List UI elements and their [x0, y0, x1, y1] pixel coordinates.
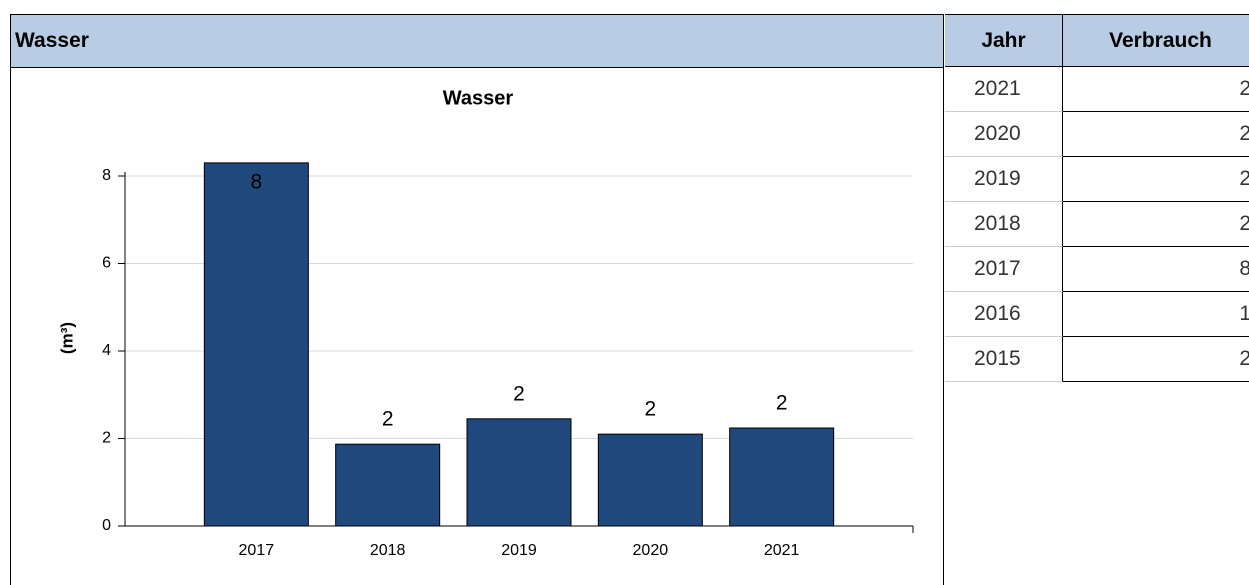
bar — [729, 427, 835, 527]
table: Jahr Verbrauch 2021 2 2020 2 2019 2 2018 2 2017 8 20… — [945, 14, 1249, 382]
column-header: Verbrauch — [1109, 29, 1212, 52]
x-tick-label: 2021 — [764, 542, 800, 559]
table-cell: 1 — [1063, 292, 1249, 337]
table-cell: 2 — [1063, 112, 1249, 157]
table-header: Jahr Verbrauch — [945, 14, 1249, 67]
x-tick-label: 2018 — [370, 542, 406, 559]
bar — [203, 162, 309, 527]
table-row: 2016 1 — [945, 292, 1249, 337]
y-axis-label: (m³) — [57, 322, 76, 354]
y-tick-label: 4 — [102, 342, 111, 359]
table-cell: 2 — [1063, 202, 1249, 247]
table-row: 2020 2 — [945, 112, 1249, 157]
table-cell: 2021 — [945, 67, 1063, 112]
table-cell: 2 — [1063, 67, 1249, 112]
table-cell: 2018 — [945, 202, 1063, 247]
y-tick-label: 6 — [102, 255, 111, 272]
table-row: 2015 2 — [945, 337, 1249, 382]
column-header: Jahr — [945, 15, 1063, 66]
bar — [335, 443, 441, 527]
y-tick-label: 2 — [102, 430, 111, 447]
data-label: 2 — [776, 392, 788, 415]
table-row: 2019 2 — [945, 157, 1249, 202]
y-tick-label: 8 — [102, 167, 111, 184]
data-label: 2 — [644, 398, 656, 421]
table-cell: 2017 — [945, 247, 1063, 292]
table-cell: 2 — [1063, 337, 1249, 382]
bar — [597, 433, 703, 527]
table-row: 2017 8 — [945, 247, 1249, 292]
x-tick-label: 2020 — [633, 542, 669, 559]
table-cell: 2 — [1063, 157, 1249, 202]
y-tick-label: 0 — [102, 517, 111, 534]
x-tick-label: 2019 — [501, 542, 537, 559]
data-label: 2 — [382, 408, 394, 431]
table-row: 2021 2 — [945, 67, 1249, 112]
data-label: 8 — [250, 170, 262, 193]
data-label: 2 — [513, 382, 525, 405]
table-cell: 2019 — [945, 157, 1063, 202]
panel-title: Wasser — [11, 15, 943, 68]
bar — [466, 418, 572, 527]
table-cell: 2020 — [945, 112, 1063, 157]
chart: Wasser (m³) 0 2 4 6 8 2017 8 2018 2 2019 2 2020 2 202… — [57, 87, 914, 559]
table-row: 2018 2 — [945, 202, 1249, 247]
table-cell: 8 — [1063, 247, 1249, 292]
table-cell: 2016 — [945, 292, 1063, 337]
chart-title: Wasser — [443, 87, 514, 109]
table-cell: 2015 — [945, 337, 1063, 382]
panel: Wasser — [10, 14, 944, 585]
x-tick-label: 2017 — [239, 542, 275, 559]
